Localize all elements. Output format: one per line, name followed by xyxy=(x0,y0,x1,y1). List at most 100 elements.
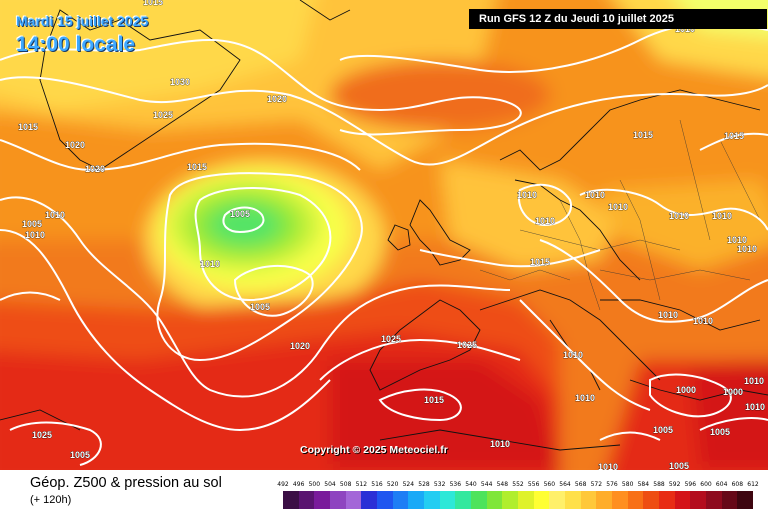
colorbar-swatch xyxy=(721,491,738,509)
isobar-label: 1020 xyxy=(65,140,85,150)
colorbar-tick-label: 496 xyxy=(292,481,305,488)
colorbar-tick-label: 568 xyxy=(574,481,587,488)
isobar-label: 1020 xyxy=(290,341,310,351)
isobar-label: 1010 xyxy=(25,230,45,240)
colorbar-swatch xyxy=(643,491,660,509)
isobar-label: 1010 xyxy=(737,244,757,254)
colorbar-tick-label: 612 xyxy=(747,481,759,488)
colorbar-tick-label: 600 xyxy=(700,481,712,488)
isobar-label: 1010 xyxy=(744,376,764,386)
isobars xyxy=(0,22,768,466)
isobar-label: 1005 xyxy=(22,219,42,229)
colorbar-swatch xyxy=(455,491,472,509)
colorbar-swatch xyxy=(737,491,754,509)
isobar-label: 1010 xyxy=(535,216,555,226)
colorbar-tick-label: 512 xyxy=(355,481,368,488)
colorbar-swatch xyxy=(565,491,581,509)
colorbar-tick-label: 592 xyxy=(668,481,681,488)
isobar-label: 1025 xyxy=(32,430,52,440)
isobar-label: 1010 xyxy=(575,393,595,403)
isobar-label: 1025 xyxy=(381,334,401,344)
isobar-label: 1015 xyxy=(424,395,444,405)
colorbar-swatch xyxy=(314,491,331,509)
isobar-label: 1030 xyxy=(170,77,190,87)
colorbar-swatch xyxy=(690,491,707,509)
colorbar-tick-label: 560 xyxy=(543,481,556,488)
colorbar-swatch xyxy=(439,491,456,509)
isobar-label: 1010 xyxy=(45,210,65,220)
colorbar-tick-label: 524 xyxy=(402,481,415,488)
model-run-info: Run GFS 12 Z du Jeudi 10 juillet 2025 xyxy=(469,9,767,29)
colorbar-swatch xyxy=(298,491,315,509)
isobar-label: 1010 xyxy=(658,310,678,320)
colorbar-tick-label: 556 xyxy=(527,481,540,488)
colorbar-swatch xyxy=(330,491,346,509)
isobar-label: 1010 xyxy=(490,439,510,449)
colorbar-tick-label: 492 xyxy=(277,481,289,488)
colorbar-tick-label: 516 xyxy=(371,481,383,488)
colorbar-ticks: 492 496 500 504 508 512 516 520 524 528 532 536 540 5… xyxy=(277,481,758,491)
colorbar-tick-label: 588 xyxy=(653,481,665,488)
colorbar-tick-label: 608 xyxy=(731,481,744,488)
isobar-label: 1025 xyxy=(457,340,477,350)
colorbar-tick-label: 584 xyxy=(637,481,650,488)
colorbar-swatch xyxy=(580,491,597,509)
isobar-label: 1010 xyxy=(727,235,747,245)
isobar-label: 1010 xyxy=(669,211,689,221)
isobar-label: 1005 xyxy=(230,209,250,219)
colorbar-tick-label: 528 xyxy=(418,481,430,488)
isobar-label: 1000 xyxy=(676,385,696,395)
map-title: Géop. Z500 & pression au sol xyxy=(30,475,222,491)
isobar-label: 1010 xyxy=(745,402,765,412)
isobar-label: 1010 xyxy=(585,190,605,200)
colorbar-tick-label: 544 xyxy=(480,481,493,488)
colorbar-swatch xyxy=(424,491,440,509)
pressure-geopotential-map: 1030 1025 1020 1020 1020 1015 1005 1010 … xyxy=(0,0,768,470)
isobar-label: 1015 xyxy=(530,257,550,267)
isobar-label: 1025 xyxy=(153,110,173,120)
colorbar-swatch xyxy=(377,491,393,509)
colorbar-tick-label: 500 xyxy=(308,481,321,488)
isobar-label: 1015 xyxy=(633,130,653,140)
forecast-time: 14:00 locale xyxy=(16,33,136,56)
isobar-label: 1005 xyxy=(710,427,730,437)
colorbar-swatch xyxy=(518,491,534,509)
copyright-notice: Copyright © 2025 Meteociel.fr xyxy=(300,444,448,456)
colorbar-swatch xyxy=(283,491,299,509)
isobar-label: 1010 xyxy=(693,316,713,326)
colorbar-swatch xyxy=(627,491,644,509)
isobar-label: 1015 xyxy=(187,162,207,172)
colorbar-tick-label: 536 xyxy=(449,481,462,488)
isobar-label: 1015 xyxy=(143,0,163,7)
isobar-label: 1015 xyxy=(724,131,744,141)
colorbar-tick-label: 604 xyxy=(715,481,728,488)
colorbar-swatch xyxy=(345,491,362,509)
forecast-date: Mardi 15 juillet 2025 xyxy=(16,13,149,29)
isobar-label: 1020 xyxy=(85,164,105,174)
isobar-label: 1000 xyxy=(723,387,743,397)
isobar-label: 1020 xyxy=(267,94,287,104)
colorbar-tick-label: 572 xyxy=(590,481,603,488)
colorbar-swatch xyxy=(392,491,409,509)
colorbar xyxy=(283,491,754,509)
colorbar-swatch xyxy=(674,491,691,509)
colorbar-swatch xyxy=(612,491,628,509)
isobar-labels: 1030 1025 1020 1020 1020 1015 1005 1010 … xyxy=(18,0,766,470)
colorbar-tick-label: 596 xyxy=(684,481,697,488)
colorbar-swatch xyxy=(596,491,613,509)
colorbar-swatch xyxy=(659,491,675,509)
colorbar-swatch xyxy=(471,491,487,509)
isobar-label: 1005 xyxy=(669,461,689,470)
isobar-label: 1010 xyxy=(608,202,628,212)
isobar-label: 1015 xyxy=(18,122,38,132)
colorbar-tick-label: 564 xyxy=(559,481,571,488)
isobar-label: 1005 xyxy=(250,302,270,312)
colorbar-tick-label: 540 xyxy=(465,481,477,488)
colorbar-swatch xyxy=(361,491,378,509)
colorbar-tick-label: 508 xyxy=(339,481,352,488)
colorbar-tick-label: 504 xyxy=(324,481,336,488)
colorbar-swatch xyxy=(486,491,503,509)
colorbar-swatch xyxy=(533,491,550,509)
colorbar-tick-label: 532 xyxy=(433,481,446,488)
